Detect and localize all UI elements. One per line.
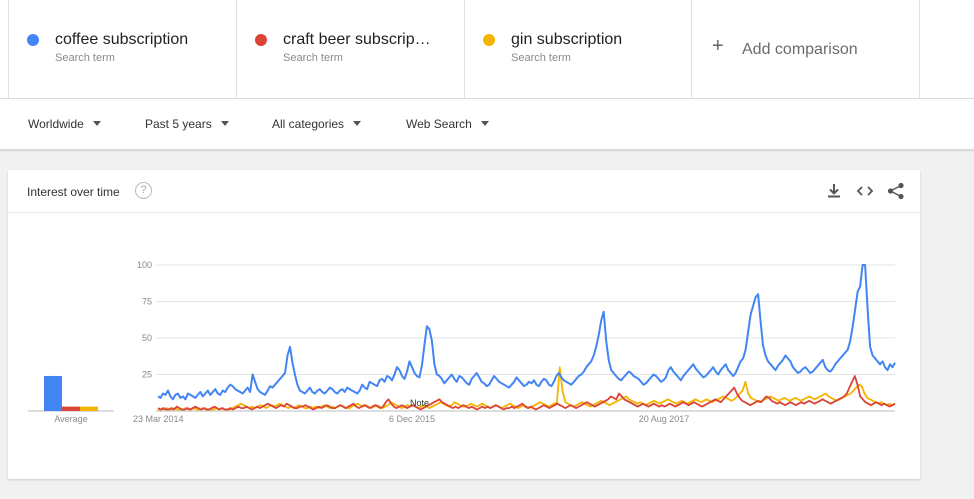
card-title: Interest over time	[27, 185, 120, 199]
y-tick-label: 100	[137, 260, 152, 270]
series-line	[157, 264, 896, 401]
search-term-name: craft beer subscrip…	[283, 31, 431, 48]
filter-label: Past 5 years	[145, 117, 212, 131]
add-comparison-label: Add comparison	[742, 41, 858, 58]
x-tick-label: 20 Aug 2017	[639, 414, 690, 424]
series-color-dot	[483, 34, 495, 46]
y-tick-label: 25	[142, 370, 152, 380]
filter-location[interactable]: Worldwide	[28, 117, 101, 131]
search-term-coffee[interactable]: coffee subscription Search term	[8, 0, 236, 98]
filter-bar: Worldwide Past 5 years All categories We…	[0, 99, 974, 150]
y-tick-label: 75	[142, 297, 152, 307]
search-term-type: Search term	[283, 52, 343, 64]
y-tick-label: 50	[142, 333, 152, 343]
caret-down-icon	[220, 121, 229, 127]
search-terms-bar: coffee subscription Search term craft be…	[0, 0, 974, 99]
average-label: Average	[54, 414, 87, 424]
caret-down-icon	[480, 121, 489, 127]
interest-over-time-card: Interest over time ?	[8, 170, 920, 479]
search-term-type: Search term	[55, 52, 115, 64]
card-header: Interest over time ?	[8, 170, 920, 213]
filter-label: All categories	[272, 117, 345, 131]
help-icon[interactable]: ?	[135, 182, 152, 199]
search-term-gin[interactable]: gin subscription Search term	[464, 0, 691, 98]
series-color-dot	[27, 34, 39, 46]
filter-label: Worldwide	[28, 117, 84, 131]
download-icon[interactable]	[824, 181, 844, 201]
note-annotation: Note	[410, 398, 429, 408]
plus-icon: +	[712, 35, 724, 57]
embed-code-icon[interactable]	[855, 181, 875, 201]
search-term-name: gin subscription	[511, 31, 623, 48]
average-bar	[44, 375, 62, 411]
share-icon[interactable]	[886, 181, 906, 201]
filter-search-type[interactable]: Web Search	[406, 117, 489, 131]
add-comparison-button[interactable]: + Add comparison	[691, 0, 920, 98]
series-line	[157, 375, 896, 411]
x-tick-label: 6 Dec 2015	[389, 414, 435, 424]
caret-down-icon	[92, 121, 101, 127]
filter-time-range[interactable]: Past 5 years	[145, 117, 229, 131]
x-tick-label: 23 Mar 2014	[133, 414, 184, 424]
search-term-type: Search term	[511, 52, 571, 64]
average-bar	[62, 406, 80, 411]
caret-down-icon	[353, 121, 362, 127]
filter-label: Web Search	[406, 117, 472, 131]
filter-category[interactable]: All categories	[272, 117, 362, 131]
average-bar	[80, 406, 98, 411]
search-term-name: coffee subscription	[55, 31, 189, 48]
search-term-craft-beer[interactable]: craft beer subscrip… Search term	[236, 0, 464, 98]
series-color-dot	[255, 34, 267, 46]
